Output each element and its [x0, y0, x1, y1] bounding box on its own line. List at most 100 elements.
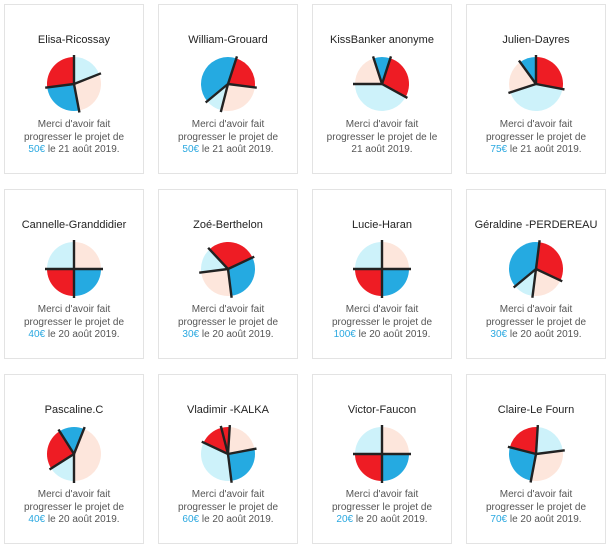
message-prefix: Merci d'avoir fait progresser le projet … [331, 304, 433, 328]
supporter-card: Lucie-Haran Merci d'avoir fait progresser… [312, 189, 452, 359]
avatar-pie [508, 55, 565, 111]
thank-you-message: Merci d'avoir fait progresser le projet … [169, 489, 287, 527]
thank-you-message: Merci d'avoir fait progresser le projet … [323, 489, 441, 527]
pie-slice-blue [47, 84, 80, 111]
contribution-amount: 40€ [28, 329, 46, 340]
pie-slice-blue [509, 241, 540, 287]
message-prefix: Merci d'avoir fait progresser le projet … [177, 489, 279, 513]
supporter-name[interactable]: William-Grouard [188, 34, 268, 46]
avatar-pie [353, 425, 411, 483]
pie-slice-peach [509, 62, 536, 93]
pie-slice-peach [228, 427, 255, 454]
pie-slice-peach [74, 428, 101, 481]
pie-divider [371, 56, 384, 85]
contribution-date: le 20 août 2019. [507, 329, 582, 340]
supporter-card: Julien-Dayres Merci d'avoir fait progress… [466, 4, 606, 174]
contribution-amount: 60€ [182, 514, 200, 525]
pie-slice-peach [74, 74, 101, 111]
pie-slice-blue [228, 448, 255, 481]
message-prefix: Merci d'avoir fait progresser le projet … [326, 119, 430, 143]
pie-slice-peach [382, 242, 409, 269]
pie-slice-red [355, 454, 382, 481]
supporter-name[interactable]: Lucie-Haran [352, 219, 412, 231]
avatar-pie [353, 56, 410, 112]
thank-you-message: Merci d'avoir fait progresser le projet … [477, 304, 595, 342]
pie-divider [48, 452, 75, 471]
pie-divider [72, 83, 81, 113]
supporter-name[interactable]: Cannelle-Granddidier [21, 219, 127, 231]
pie-divider [507, 445, 537, 456]
supporter-name[interactable]: Vladimir -KALKA [187, 404, 269, 416]
thank-you-message: Merci d'avoir fait progresser le projet … [15, 119, 133, 157]
pie-slice-lightblue [536, 427, 563, 454]
pie-divider [226, 425, 232, 455]
supporters-grid: Elisa-Ricossay Merci d'avoir fait progres… [4, 4, 606, 544]
pie-divider [227, 447, 257, 456]
supporter-name[interactable]: Victor-Faucon [347, 404, 417, 416]
pie-slice-lightblue [47, 242, 74, 269]
pie-divider [508, 82, 537, 95]
supporter-name[interactable]: KissBanker anonyme [330, 34, 434, 46]
pie-divider [226, 453, 233, 483]
avatar-pie [201, 56, 257, 113]
contribution-date: le 21 août 2019. [45, 144, 120, 155]
contribution-date: le 21 août 2019. [199, 144, 274, 155]
message-prefix: Merci d'avoir fait progresser le projet … [485, 119, 587, 143]
pie-divider [535, 449, 565, 456]
thank-you-message: Merci d'avoir fait progresser le projet … [15, 304, 133, 342]
contribution-amount: 50€ [28, 144, 46, 155]
avatar-pie [46, 426, 101, 483]
avatar-pie [353, 240, 411, 298]
pie-divider [227, 82, 257, 89]
contribution-amount: 30€ [490, 329, 508, 340]
pie-slice-peach [201, 269, 232, 297]
supporter-name[interactable]: Elisa-Ricossay [37, 34, 111, 46]
supporter-card: Zoé-Berthelon Merci d'avoir fait progress… [158, 189, 298, 359]
contribution-amount: 20€ [336, 514, 354, 525]
pie-divider [380, 56, 393, 85]
contribution-date: le 20 août 2019. [507, 514, 582, 525]
message-prefix: Merci d'avoir fait progresser le projet … [485, 304, 587, 328]
contribution-amount: 30€ [182, 329, 200, 340]
pie-divider [535, 82, 565, 91]
supporter-name[interactable]: Géraldine -PERDEREAU [474, 219, 598, 231]
supporter-card: Elisa-Ricossay Merci d'avoir fait progres… [4, 4, 144, 174]
supporter-card: William-Grouard Merci d'avoir fait progre… [158, 4, 298, 174]
contribution-amount: 40€ [28, 514, 46, 525]
pie-divider [201, 440, 229, 456]
pie-divider [226, 56, 239, 85]
supporter-name[interactable]: Pascaline.C [44, 404, 104, 416]
supporter-name[interactable]: Julien-Dayres [502, 34, 570, 46]
pie-slice-lightblue [510, 84, 563, 111]
pie-divider [219, 83, 230, 113]
pie-slice-peach [530, 450, 564, 481]
thank-you-message: Merci d'avoir fait progresser le projet … [169, 304, 287, 342]
pie-divider [517, 59, 537, 85]
pie-divider [72, 426, 86, 455]
pie-slice-blue [59, 427, 84, 454]
message-prefix: Merci d'avoir fait progresser le projet … [331, 489, 433, 513]
pie-slice-peach [532, 269, 561, 297]
pie-slice-red [46, 431, 74, 469]
pie-divider [219, 425, 230, 455]
pie-divider [529, 453, 538, 483]
avatar-pie [199, 242, 256, 298]
pie-divider [45, 82, 75, 89]
supporter-name[interactable]: Claire-Le Fourn [497, 404, 575, 416]
pie-slice-lightblue [515, 269, 536, 296]
pie-divider [199, 267, 229, 274]
pie-slice-red [46, 57, 74, 88]
pie-slice-red [509, 426, 538, 454]
pie-divider [381, 82, 408, 100]
pie-divider [512, 268, 537, 289]
thank-you-message: Merci d'avoir fait progresser le projet … [169, 119, 287, 157]
pie-slice-blue [509, 447, 536, 481]
pie-divider [204, 83, 229, 104]
message-prefix: Merci d'avoir fait progresser le projet … [177, 304, 279, 328]
pie-divider [207, 247, 229, 270]
contribution-date: le 21 août 2019. [351, 131, 438, 156]
message-prefix: Merci d'avoir fait progresser le projet … [485, 489, 587, 513]
pie-slice-blue [382, 454, 409, 481]
pie-slice-red [536, 57, 563, 90]
supporter-name[interactable]: Zoé-Berthelon [193, 219, 263, 231]
